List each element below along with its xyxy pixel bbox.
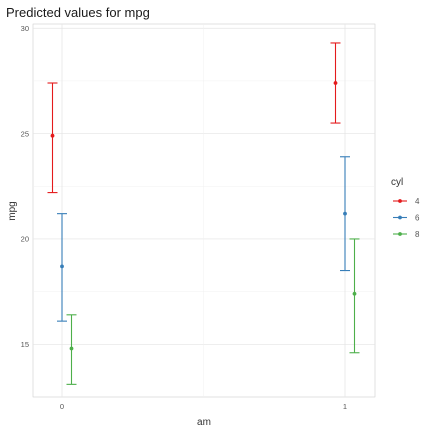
legend-key-point (398, 199, 402, 203)
panel-border (32, 23, 376, 398)
x-tick-label: 1 (343, 402, 347, 411)
legend-key-point (398, 215, 402, 220)
x-tick-label: 0 (60, 402, 64, 411)
legend: cyl 4 6 8 (391, 177, 420, 239)
legend-title: cyl (391, 177, 403, 188)
legend-item: 6 (393, 213, 420, 222)
legend-items: 4 6 8 (393, 197, 420, 239)
error-bar-point (349, 238, 360, 354)
chart-title: Predicted values for mpg (6, 5, 150, 20)
legend-key-point (398, 232, 402, 236)
legend-item: 8 (393, 230, 420, 239)
error-bar-point (57, 213, 67, 322)
data-point (60, 264, 64, 269)
error-bar-point (330, 42, 341, 124)
data-point (50, 133, 55, 138)
y-axis-title: mpg (7, 201, 18, 220)
plot-panel (32, 23, 376, 398)
legend-label: 8 (415, 230, 420, 239)
data-point (352, 291, 357, 296)
y-axis-ticks: 15 20 25 30 (21, 24, 29, 349)
error-bar-point (47, 82, 58, 194)
grid-lines (33, 24, 375, 397)
y-tick-label: 15 (21, 340, 29, 349)
x-axis-title: am (197, 417, 211, 428)
legend-label: 4 (415, 197, 420, 206)
y-tick-label: 30 (21, 24, 29, 33)
legend-item: 4 (393, 197, 420, 206)
legend-label: 6 (415, 213, 420, 222)
y-tick-label: 20 (21, 235, 29, 244)
error-bar-point (66, 314, 77, 385)
data-point (343, 211, 347, 216)
y-tick-label: 25 (21, 129, 29, 138)
data-point (333, 81, 338, 85)
data-point (69, 346, 74, 351)
data-marks (47, 42, 360, 385)
error-bar-point (340, 156, 350, 272)
